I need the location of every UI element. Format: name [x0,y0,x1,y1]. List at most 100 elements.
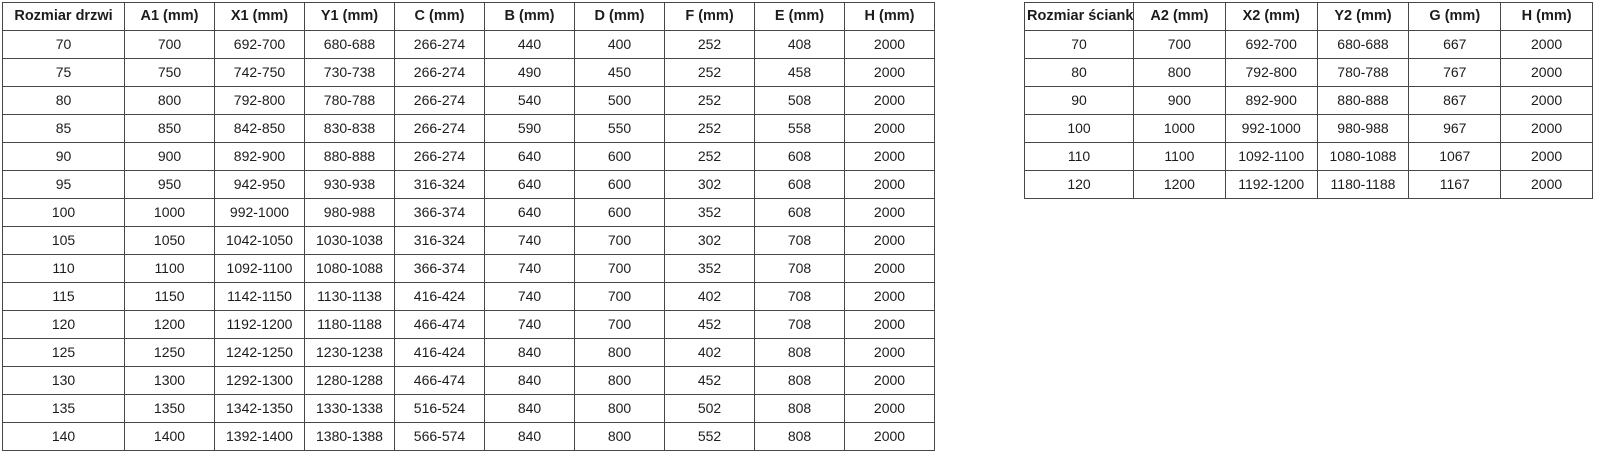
table-cell: 708 [754,254,845,283]
table-cell: 85 [2,114,125,143]
table-cell: 100 [2,198,125,227]
table-cell: 302 [664,226,755,255]
column-header: H (mm) [1500,2,1593,31]
table-cell: 75 [2,58,125,87]
table-cell: 600 [574,198,665,227]
table-row: 85 850 842-850 830-838 266-274 590 550 252 558 20… [2,114,935,143]
door-size-table-body: 70 700 692-700 680-688 266-274 440 400 252 408 20… [2,30,935,451]
table-cell: 808 [754,422,845,451]
table-cell: 2000 [844,254,935,283]
table-cell: 2000 [1500,114,1593,143]
table-cell: 352 [664,198,755,227]
column-header: B (mm) [484,2,575,31]
table-cell: 508 [754,86,845,115]
table-cell: 408 [754,30,845,59]
table-row: 80 800 792-800 780-788 767 2000 [1024,58,1593,87]
table-cell: 452 [664,310,755,339]
table-row: 140 1400 1392-1400 1380-1388 566-574 840 800 55… [2,422,935,451]
table-cell: 1400 [124,422,215,451]
table-row: 80 800 792-800 780-788 266-274 540 500 252 508 20… [2,86,935,115]
table-cell: 590 [484,114,575,143]
table-cell: 1080-1088 [1316,142,1410,171]
table-cell: 105 [2,226,125,255]
table-cell: 792-800 [214,86,305,115]
table-cell: 120 [2,310,125,339]
table-cell: 552 [664,422,755,451]
table-cell: 880-888 [1316,86,1410,115]
door-size-table: Rozmiar drzwi A1 (mm) X1 (mm) Y1 (mm) C (mm)… [2,2,935,451]
table-cell: 800 [574,366,665,395]
table-cell: 90 [2,142,125,171]
table-cell: 700 [1133,30,1226,59]
table-cell: 942-950 [214,170,305,199]
table-cell: 900 [124,142,215,171]
table-cell: 740 [484,282,575,311]
wall-size-table: Rozmiar ścianki A2 (mm) X2 (mm) Y2 (mm) G (m… [1024,2,1593,199]
table-cell: 2000 [844,142,935,171]
table-cell: 266-274 [394,30,485,59]
table-cell: 130 [2,366,125,395]
table-row: 105 1050 1042-1050 1030-1038 316-324 740 700 30… [2,226,935,255]
column-header: H (mm) [844,2,935,31]
table-cell: 2000 [1500,58,1593,87]
table-cell: 800 [574,394,665,423]
table-cell: 767 [1408,58,1502,87]
table-cell: 708 [754,226,845,255]
table-cell: 840 [484,366,575,395]
table-cell: 692-700 [214,30,305,59]
table-cell: 1300 [124,366,215,395]
table-cell: 1292-1300 [214,366,305,395]
table-row: 110 1100 1092-1100 1080-1088 366-374 740 700 35… [2,254,935,283]
table-cell: 680-688 [1316,30,1410,59]
table-cell: 416-424 [394,282,485,311]
column-header: Rozmiar ścianki [1024,2,1134,31]
table-cell: 742-750 [214,58,305,87]
table-cell: 867 [1408,86,1502,115]
table-row: 95 950 942-950 930-938 316-324 640 600 302 608 20… [2,170,935,199]
table-cell: 366-374 [394,254,485,283]
table-cell: 90 [1024,86,1134,115]
table-cell: 95 [2,170,125,199]
table-cell: 2000 [1500,170,1593,199]
table-cell: 992-1000 [214,198,305,227]
table-cell: 608 [754,170,845,199]
column-header: C (mm) [394,2,485,31]
column-header: Y1 (mm) [304,2,395,31]
table-cell: 750 [124,58,215,87]
table-cell: 792-800 [1224,58,1318,87]
table-cell: 1200 [1133,170,1226,199]
table-row: 90 900 892-900 880-888 867 2000 [1024,86,1593,115]
table-cell: 692-700 [1224,30,1318,59]
table-cell: 100 [1024,114,1134,143]
table-cell: 1067 [1408,142,1502,171]
table-cell: 700 [574,310,665,339]
table-cell: 980-988 [1316,114,1410,143]
table-cell: 2000 [844,366,935,395]
table-cell: 2000 [1500,86,1593,115]
table-cell: 1180-1188 [1316,170,1410,199]
table-cell: 402 [664,282,755,311]
table-cell: 740 [484,226,575,255]
table-cell: 1000 [1133,114,1226,143]
table-cell: 1092-1100 [1224,142,1318,171]
table-cell: 490 [484,58,575,87]
table-cell: 800 [124,86,215,115]
table-cell: 1130-1138 [304,282,395,311]
column-header: G (mm) [1408,2,1502,31]
table-cell: 930-938 [304,170,395,199]
table-cell: 70 [2,30,125,59]
table-cell: 252 [664,30,755,59]
table-cell: 800 [574,422,665,451]
table-cell: 1180-1188 [304,310,395,339]
table-cell: 700 [574,226,665,255]
table-cell: 2000 [844,310,935,339]
table-cell: 740 [484,310,575,339]
table-row: 135 1350 1342-1350 1330-1338 516-524 840 800 50… [2,394,935,423]
table-cell: 850 [124,114,215,143]
table-cell: 1192-1200 [214,310,305,339]
table-cell: 2000 [844,114,935,143]
column-header: E (mm) [754,2,845,31]
table-cell: 400 [574,30,665,59]
table-cell: 316-324 [394,170,485,199]
table-cell: 252 [664,114,755,143]
